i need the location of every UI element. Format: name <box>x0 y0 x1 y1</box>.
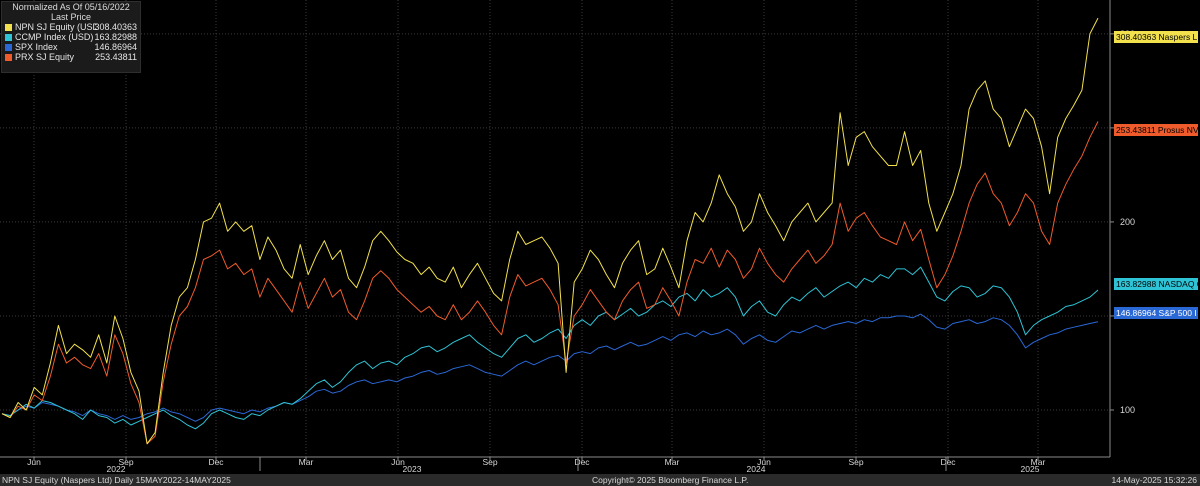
last-price-tags: 308.40363 Naspers L 253.43811 Prosus NV 16… <box>1114 31 1200 319</box>
year-label-2025: 2025 <box>1021 464 1040 474</box>
x-tick-label-7: Mar <box>665 457 680 467</box>
series-line-0 <box>1 17 1099 445</box>
last-price-tag-bg-0 <box>1114 31 1198 43</box>
chart-series <box>1 17 1099 445</box>
footer-bar: NPN SJ Equity (Naspers Ltd) Daily 15MAY2… <box>0 474 1200 486</box>
legend-title: Normalized As Of 05/16/2022 <box>12 2 130 12</box>
legend-value-ccmp: 163.82988 <box>94 32 137 42</box>
chart-grid <box>0 0 1110 457</box>
series-line-3 <box>1 313 1099 422</box>
year-label-2023: 2023 <box>403 464 422 474</box>
x-tick-label-9: Sep <box>848 457 863 467</box>
footer-security-info: NPN SJ Equity (Naspers Ltd) Daily 15MAY2… <box>2 475 231 485</box>
footer-copyright: Copyright© 2025 Bloomberg Finance L.P. <box>592 475 749 485</box>
x-tick-label-4: Jun <box>391 457 405 467</box>
legend-header: Normalized As Of 05/16/2022 Last Price <box>2 2 140 22</box>
legend-name-prx: PRX SJ Equity <box>15 52 75 62</box>
x-tick-label-2: Dec <box>208 457 224 467</box>
footer-timestamp: 14-May-2025 15:32:26 <box>1111 475 1197 485</box>
x-tick-label-5: Sep <box>482 457 497 467</box>
y-tick-label-100: 100 <box>1120 405 1135 415</box>
legend-value-spx: 146.86964 <box>94 42 137 52</box>
x-tick-label-3: Mar <box>299 457 314 467</box>
legend-name-spx: SPX Index <box>15 42 58 52</box>
last-price-tag-bg-3 <box>1114 307 1198 319</box>
last-price-tag-2: 163.82988 NASDAQ Co <box>1116 279 1200 289</box>
legend-entry-spx: SPX Index 146.86964 <box>2 42 140 52</box>
legend-entry-prx: PRX SJ Equity 253.43811 <box>2 52 140 62</box>
legend-name-ccmp: CCMP Index (USD) <box>15 32 94 42</box>
last-price-tag-bg-1 <box>1114 124 1198 136</box>
x-tick-label-1: Sep <box>118 457 133 467</box>
year-label-2022: 2022 <box>107 464 126 474</box>
last-price-tag-1: 253.43811 Prosus NV <box>1116 125 1199 135</box>
x-tick-label-0: Jun <box>27 457 41 467</box>
legend-name-npn: NPN SJ Equity (USD) <box>15 22 97 32</box>
x-tick-label-6: Dec <box>574 457 590 467</box>
year-label-2024: 2024 <box>747 464 766 474</box>
legend-box: Normalized As Of 05/16/2022 Last Price N… <box>1 1 141 73</box>
x-tick-label-8: Jun <box>757 457 771 467</box>
x-axis: Jun Sep Dec Mar Jun Sep Dec Mar Jun Sep Dec Mar 2022… <box>0 456 1110 474</box>
x-tick-label-10: Dec <box>940 457 956 467</box>
series-line-1 <box>1 121 1099 445</box>
last-price-tag-3: 146.86964 S&P 500 I <box>1116 308 1197 318</box>
last-price-tag-bg-2 <box>1114 278 1198 290</box>
legend-value-npn: 308.40363 <box>94 22 137 32</box>
series-line-2 <box>1 266 1099 430</box>
legend-swatch-npn <box>5 24 12 31</box>
legend-swatch-spx <box>5 44 12 51</box>
y-tick-label-200: 200 <box>1120 217 1135 227</box>
legend-entry-npn: NPN SJ Equity (USD) 308.40363 <box>2 22 140 32</box>
legend-swatch-ccmp <box>5 34 12 41</box>
x-tick-label-11: Mar <box>1031 457 1046 467</box>
last-price-tag-0: 308.40363 Naspers L <box>1116 32 1198 42</box>
legend-entry-ccmp: CCMP Index (USD) 163.82988 <box>2 32 140 42</box>
legend-swatch-prx <box>5 54 12 61</box>
legend-value-prx: 253.43811 <box>95 52 137 62</box>
legend-subtitle: Last Price <box>50 12 92 22</box>
